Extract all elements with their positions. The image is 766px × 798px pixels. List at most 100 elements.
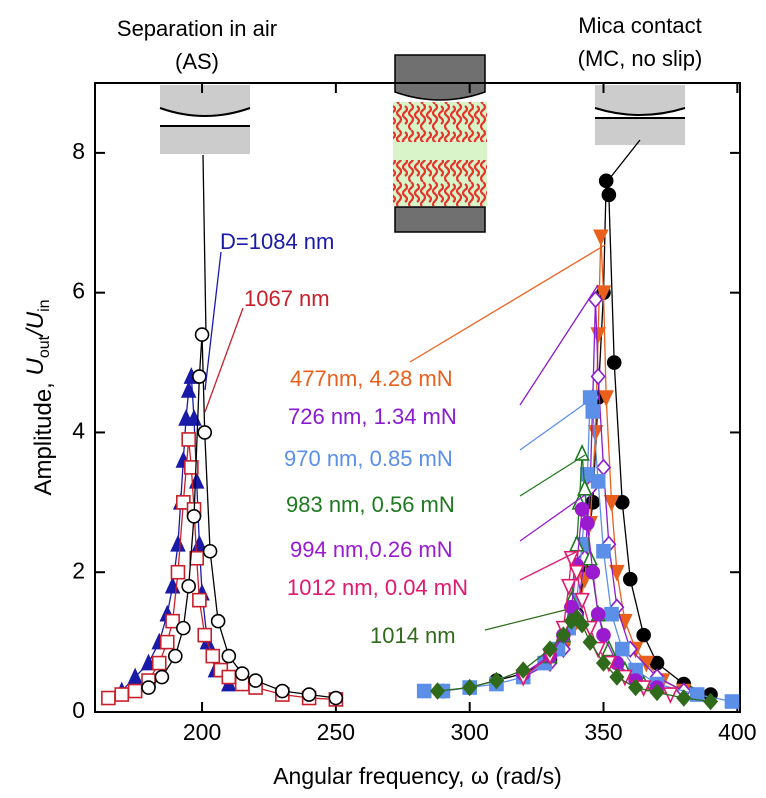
point <box>221 669 237 685</box>
point <box>598 173 614 189</box>
point <box>184 460 199 475</box>
point <box>609 668 625 686</box>
series-label: 970 nm, 0.85 mN <box>284 446 453 471</box>
point <box>601 187 617 203</box>
point <box>416 683 432 699</box>
point <box>724 694 740 709</box>
point <box>430 682 446 700</box>
surface-top <box>595 85 685 115</box>
x-tick-label: 350 <box>584 719 622 745</box>
point <box>127 667 143 685</box>
leader-line <box>204 307 244 413</box>
series-label: 1067 nm <box>244 286 330 311</box>
y-tick-label: 6 <box>72 278 85 304</box>
point <box>593 229 609 247</box>
series-label: 994 nm,0.26 mN <box>290 537 453 562</box>
point <box>609 564 625 582</box>
point <box>595 458 612 477</box>
point <box>248 673 263 688</box>
point <box>462 678 478 697</box>
point <box>585 404 601 419</box>
point <box>676 689 692 707</box>
point <box>515 661 531 679</box>
bottom-block <box>394 206 486 233</box>
surface-curve <box>594 107 686 116</box>
point <box>574 502 590 517</box>
point <box>590 327 606 344</box>
point <box>595 285 612 303</box>
y-tick-label: 4 <box>72 418 85 444</box>
point <box>151 655 167 671</box>
point <box>101 690 116 706</box>
point <box>628 678 644 697</box>
annotation: Mica contact <box>578 13 702 38</box>
point <box>234 666 250 681</box>
series-label: D=1084 nm <box>220 229 334 254</box>
x-tick-label: 250 <box>317 719 355 745</box>
insets <box>159 54 686 336</box>
point <box>622 571 638 587</box>
point <box>598 390 614 407</box>
point <box>703 692 719 711</box>
series-line <box>108 439 336 701</box>
surface-bottom <box>160 127 250 154</box>
series-label: 726 nm, 1.34 mN <box>288 404 457 429</box>
series-label: 1014 nm <box>370 623 456 648</box>
point <box>568 534 585 552</box>
point <box>159 634 175 650</box>
point <box>574 592 590 610</box>
x-tick-label: 400 <box>718 719 756 745</box>
point <box>574 615 590 634</box>
point <box>582 633 598 651</box>
point <box>192 592 207 608</box>
point <box>587 425 604 442</box>
point <box>649 683 665 702</box>
point <box>604 606 619 622</box>
leader-line <box>519 284 599 406</box>
leader-line <box>484 609 566 631</box>
y-tick-label: 8 <box>72 138 85 164</box>
point <box>176 620 191 636</box>
y-axis-label-part: U <box>22 357 49 375</box>
point <box>170 534 186 552</box>
y-axis-label: Amplitude, Uout/Uin <box>22 299 57 495</box>
point <box>638 655 655 673</box>
point <box>202 543 218 559</box>
point <box>636 627 651 643</box>
y-axis-label-part: Amplitude, <box>30 375 57 495</box>
point <box>603 495 620 512</box>
point <box>194 327 210 342</box>
x-tick-label: 300 <box>451 719 489 745</box>
series-line <box>522 558 671 696</box>
point <box>165 613 180 629</box>
theory-line <box>202 154 207 336</box>
point <box>189 550 205 566</box>
y-tick-label: 0 <box>72 697 85 723</box>
point <box>140 653 157 671</box>
point <box>181 578 196 594</box>
series-line <box>121 376 230 692</box>
x-tick-label: 200 <box>183 719 221 745</box>
brush-bottom <box>393 160 487 206</box>
annotation: (AS) <box>175 49 219 74</box>
leader-line <box>519 549 581 581</box>
point <box>221 648 237 664</box>
point <box>167 648 183 664</box>
point <box>181 432 196 447</box>
leader-line <box>409 244 606 363</box>
point <box>580 515 595 531</box>
x-axis-label: Angular frequency, ω (rad/s) <box>273 763 562 789</box>
series-label: 477nm, 4.28 mN <box>290 366 453 391</box>
point <box>141 680 156 695</box>
series-label: 983 nm, 0.56 mN <box>286 492 455 517</box>
point <box>210 613 226 629</box>
point <box>188 471 205 489</box>
point <box>488 671 505 690</box>
point <box>596 543 611 559</box>
point <box>555 626 571 644</box>
point <box>582 548 598 566</box>
y-tick-label: 2 <box>72 557 85 583</box>
leader-line <box>519 399 591 451</box>
point <box>154 669 170 685</box>
